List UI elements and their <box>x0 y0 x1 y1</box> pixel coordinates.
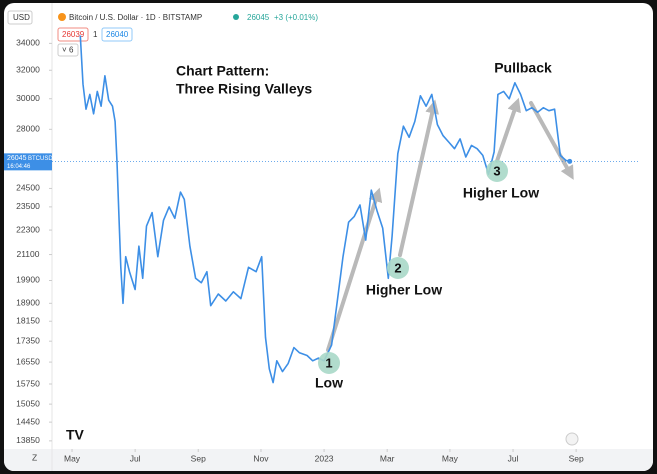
y-tick-label: 19900 <box>16 275 40 285</box>
header-price: 26045 <box>247 13 270 22</box>
marker-circle <box>486 160 508 182</box>
x-tick-label: Jul <box>130 453 141 463</box>
plot: 13850 14450 15050 15750 16550 17350 18150 18900… <box>16 35 640 463</box>
marker-circle <box>318 352 340 374</box>
chart: USD Bitcoin / U.S. Dollar · 1D · BITSTAM… <box>4 3 653 471</box>
y-tick-label: 23500 <box>16 201 40 211</box>
flag-icon[interactable] <box>565 432 579 446</box>
tv-logo: TV <box>66 427 85 443</box>
indicators-count[interactable]: 6 <box>69 46 74 55</box>
annotation-title: Chart Pattern: <box>176 63 269 79</box>
last-point <box>567 158 573 164</box>
indicators-toggle[interactable]: ˅ <box>62 46 67 55</box>
marker-number: 2 <box>394 260 401 275</box>
chart-card: USD Bitcoin / U.S. Dollar · 1D · BITSTAM… <box>4 3 653 471</box>
x-tick-label: 2023 <box>315 453 334 463</box>
x-tick-label: May <box>64 453 81 463</box>
price-tag-value: 26045 <box>7 155 27 162</box>
y-tick-label: 32000 <box>16 64 40 74</box>
x-tick-label: May <box>442 453 459 463</box>
annotation-subtitle: Three Rising Valleys <box>176 81 312 97</box>
x-axis-strip <box>4 449 653 471</box>
y-tick-label: 30000 <box>16 93 40 103</box>
x-tick-label: Jul <box>508 453 519 463</box>
y-tick-label: 21100 <box>16 249 39 259</box>
ask[interactable]: 26040 <box>106 30 129 39</box>
marker-number: 3 <box>493 163 500 178</box>
y-tick-label: 22300 <box>16 224 40 234</box>
price-tag-ticker: BTCUSD <box>28 156 53 162</box>
price-tag <box>4 153 52 171</box>
y-tick-label: 34000 <box>16 38 40 48</box>
arrow <box>495 97 521 163</box>
arrow <box>398 99 439 257</box>
y-tick-label: 14450 <box>16 416 40 426</box>
y-tick-label: 17350 <box>16 335 40 345</box>
y-tick-label: 24500 <box>16 183 40 193</box>
status-dot <box>233 14 239 20</box>
arrows <box>326 97 574 352</box>
symbol[interactable]: Bitcoin / U.S. Dollar · 1D · BITSTAMP <box>69 13 202 22</box>
x-tick-label: Sep <box>569 453 584 463</box>
pullback-label: Pullback <box>494 60 552 76</box>
currency-box[interactable] <box>7 10 33 25</box>
indicators-box[interactable] <box>57 43 79 57</box>
y-tick-label: 18900 <box>16 298 40 308</box>
marker-number: 1 <box>325 355 332 370</box>
y-tick-label: 13850 <box>16 435 40 445</box>
x-tick-label: Nov <box>253 453 269 463</box>
btc-icon <box>58 13 66 21</box>
y-tick-label: 28000 <box>16 124 40 134</box>
y-tick-label: 18150 <box>16 315 40 325</box>
marker-label: Higher Low <box>463 185 539 201</box>
spread: 1 <box>93 30 98 39</box>
x-tick-label: Sep <box>191 453 206 463</box>
price-tag-countdown: 16:04:46 <box>7 164 31 170</box>
currency[interactable]: USD <box>13 13 30 22</box>
arrow <box>529 101 574 180</box>
marker-label: Low <box>315 375 343 391</box>
y-tick-label: 16550 <box>16 356 40 366</box>
bid[interactable]: 26039 <box>62 30 85 39</box>
zoom-button[interactable]: Z <box>32 452 37 462</box>
x-tick-label: Mar <box>380 453 395 463</box>
y-tick-label: 15050 <box>16 398 40 408</box>
price-line <box>79 35 570 384</box>
header-change: +3 (+0.01%) <box>274 13 318 22</box>
y-tick-label: 15750 <box>16 378 40 388</box>
marker-label: Higher Low <box>366 282 442 298</box>
ask-box[interactable] <box>101 27 133 42</box>
arrow <box>326 187 383 352</box>
marker-circle <box>387 257 409 279</box>
